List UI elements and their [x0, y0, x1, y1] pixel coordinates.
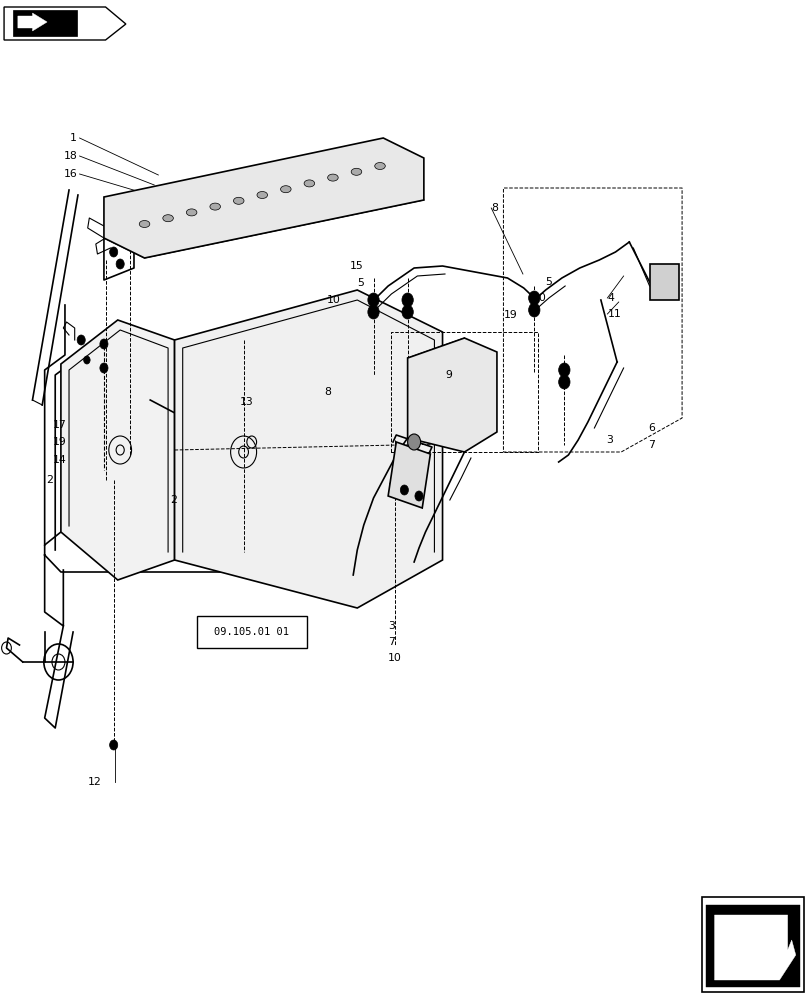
Text: 1: 1	[71, 133, 77, 143]
Circle shape	[401, 305, 413, 319]
Polygon shape	[649, 264, 678, 300]
Text: 17: 17	[53, 420, 67, 430]
Text: 11: 11	[607, 309, 620, 319]
Text: 2: 2	[46, 475, 53, 485]
Text: 09.105.01 01: 09.105.01 01	[214, 627, 289, 637]
Circle shape	[528, 291, 539, 305]
Circle shape	[77, 335, 85, 345]
Text: 10: 10	[388, 653, 401, 663]
Ellipse shape	[139, 221, 149, 228]
Text: 16: 16	[63, 169, 77, 179]
Ellipse shape	[350, 168, 362, 175]
Text: 5: 5	[545, 277, 551, 287]
Circle shape	[109, 247, 118, 257]
Text: 7: 7	[388, 637, 394, 647]
Ellipse shape	[280, 186, 290, 193]
Ellipse shape	[234, 197, 243, 204]
Polygon shape	[13, 10, 77, 36]
Circle shape	[407, 434, 420, 450]
Text: 8: 8	[324, 387, 331, 397]
Polygon shape	[4, 7, 126, 40]
Text: 13: 13	[239, 397, 253, 407]
Ellipse shape	[186, 209, 196, 216]
Circle shape	[558, 363, 569, 377]
Ellipse shape	[374, 162, 384, 169]
Text: 7: 7	[647, 440, 654, 450]
Circle shape	[401, 293, 413, 307]
Polygon shape	[174, 290, 442, 608]
Ellipse shape	[162, 215, 173, 222]
Text: 10: 10	[327, 295, 341, 305]
Text: 6: 6	[647, 423, 654, 433]
Circle shape	[400, 485, 408, 495]
Circle shape	[116, 259, 124, 269]
Polygon shape	[104, 138, 423, 258]
Polygon shape	[714, 915, 795, 980]
Text: 9: 9	[444, 370, 451, 380]
Circle shape	[528, 303, 539, 317]
Bar	[702, 897, 803, 992]
Polygon shape	[18, 13, 47, 31]
Circle shape	[367, 305, 379, 319]
Text: 12: 12	[88, 777, 101, 787]
Ellipse shape	[209, 203, 220, 210]
Polygon shape	[61, 320, 174, 580]
Text: 19: 19	[53, 437, 67, 447]
Circle shape	[367, 293, 379, 307]
Polygon shape	[407, 338, 496, 452]
Polygon shape	[388, 442, 430, 508]
Text: 5: 5	[357, 278, 363, 288]
Circle shape	[100, 363, 108, 373]
Text: 8: 8	[491, 203, 497, 213]
Circle shape	[414, 491, 423, 501]
Text: 10: 10	[532, 293, 546, 303]
Ellipse shape	[303, 180, 314, 187]
Circle shape	[558, 375, 569, 389]
Ellipse shape	[256, 192, 268, 198]
Circle shape	[109, 740, 118, 750]
Ellipse shape	[328, 174, 338, 181]
Text: 19: 19	[503, 310, 517, 320]
Bar	[706, 905, 799, 987]
Text: 4: 4	[607, 293, 613, 303]
Text: 3: 3	[606, 435, 612, 445]
Text: 14: 14	[53, 455, 67, 465]
Text: 15: 15	[350, 261, 363, 271]
Text: 2: 2	[170, 495, 177, 505]
Circle shape	[84, 356, 90, 364]
Text: 3: 3	[388, 621, 394, 631]
Text: 18: 18	[63, 151, 77, 161]
Circle shape	[100, 339, 108, 349]
